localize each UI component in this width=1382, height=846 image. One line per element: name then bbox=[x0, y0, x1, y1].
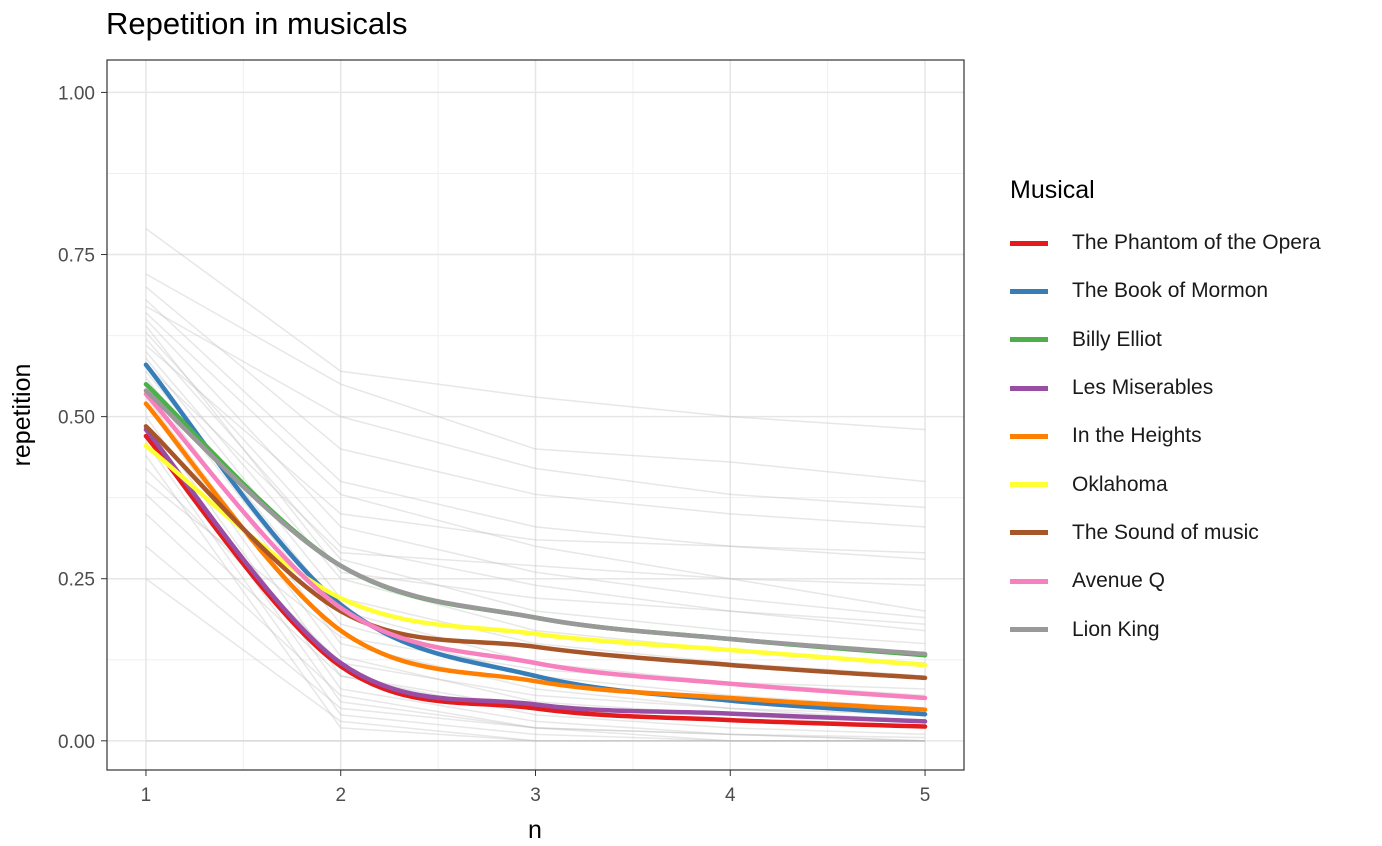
legend-item: The Sound of music bbox=[1010, 509, 1321, 557]
background-series-line bbox=[145, 299, 926, 561]
legend-label: Oklahoma bbox=[1072, 472, 1168, 496]
legend-label: Les Miserables bbox=[1072, 376, 1214, 400]
legend-label: The Book of Mormon bbox=[1072, 279, 1269, 303]
y-tick-label: 1.00 bbox=[58, 83, 95, 104]
x-tick-label: 1 bbox=[141, 785, 152, 806]
background-series-line bbox=[145, 429, 926, 742]
background-series-line bbox=[145, 273, 926, 483]
legend-label: Avenue Q bbox=[1072, 569, 1166, 593]
background-series-line bbox=[145, 578, 926, 742]
legend-label: The Phantom of the Opera bbox=[1072, 231, 1321, 255]
legend-item: Avenue Q bbox=[1010, 557, 1321, 605]
background-series-line bbox=[145, 403, 926, 736]
legend-swatch bbox=[1010, 578, 1048, 584]
legend-title: Musical bbox=[1010, 176, 1095, 204]
legend-item: Oklahoma bbox=[1010, 460, 1321, 508]
legend-swatch bbox=[1010, 385, 1048, 391]
legend-swatch bbox=[1010, 482, 1048, 488]
y-axis-label: repetition bbox=[8, 364, 36, 467]
background-series-line bbox=[145, 312, 926, 612]
background-series-line bbox=[145, 364, 926, 586]
background-series-line bbox=[145, 344, 926, 554]
background-series-line bbox=[145, 318, 926, 619]
legend-swatch bbox=[1010, 433, 1048, 439]
background-series-line bbox=[145, 227, 926, 431]
series-line-the-book-of-mormon bbox=[143, 362, 928, 717]
background-series-line bbox=[145, 305, 926, 509]
legend-item: Billy Elliot bbox=[1010, 316, 1321, 364]
legend-swatch bbox=[1010, 530, 1048, 536]
background-series-line bbox=[145, 338, 926, 645]
background-series-line bbox=[145, 513, 926, 742]
series-line-les-miserables bbox=[143, 427, 928, 724]
legend-swatch bbox=[1010, 288, 1048, 294]
x-tick-label: 5 bbox=[920, 785, 931, 806]
legend-item: Les Miserables bbox=[1010, 364, 1321, 412]
legend-label: The Sound of music bbox=[1072, 520, 1259, 544]
legend-item: The Book of Mormon bbox=[1010, 267, 1321, 315]
legend-label: Billy Elliot bbox=[1072, 327, 1162, 351]
legend: Musical The Phantom of the Opera The Book… bbox=[1010, 176, 1321, 654]
chart-title: Repetition in musicals bbox=[106, 6, 408, 41]
legend-swatch bbox=[1010, 240, 1048, 246]
x-tick-label: 4 bbox=[725, 785, 736, 806]
series-line-avenue-q bbox=[143, 391, 928, 701]
legend-swatch bbox=[1010, 627, 1048, 633]
x-tick-label: 2 bbox=[335, 785, 346, 806]
background-series-line bbox=[145, 480, 926, 690]
x-axis-label: n bbox=[528, 816, 542, 844]
y-tick-label: 0.50 bbox=[58, 408, 95, 429]
x-tick-label: 3 bbox=[530, 785, 541, 806]
y-tick-label: 0.75 bbox=[58, 246, 95, 267]
legend-item: The Phantom of the Opera bbox=[1010, 219, 1321, 267]
y-tick-label: 0.00 bbox=[58, 732, 95, 753]
background-series-line bbox=[145, 331, 926, 632]
background-series-line bbox=[145, 325, 926, 625]
series-line-the-sound-of-music bbox=[143, 424, 928, 681]
background-series-line bbox=[145, 545, 926, 742]
y-tick-label: 0.25 bbox=[58, 570, 95, 591]
legend-swatch bbox=[1010, 337, 1048, 343]
background-series-line bbox=[145, 442, 926, 742]
legend-item: Lion King bbox=[1010, 605, 1321, 653]
series-line-the-phantom-of-the-opera bbox=[143, 433, 928, 729]
legend-label: In the Heights bbox=[1072, 424, 1202, 448]
background-series-line bbox=[145, 455, 926, 742]
background-series-line bbox=[145, 286, 926, 528]
series-line-lion-king bbox=[143, 388, 928, 657]
legend-label: Lion King bbox=[1072, 617, 1160, 641]
legend-item: In the Heights bbox=[1010, 412, 1321, 460]
